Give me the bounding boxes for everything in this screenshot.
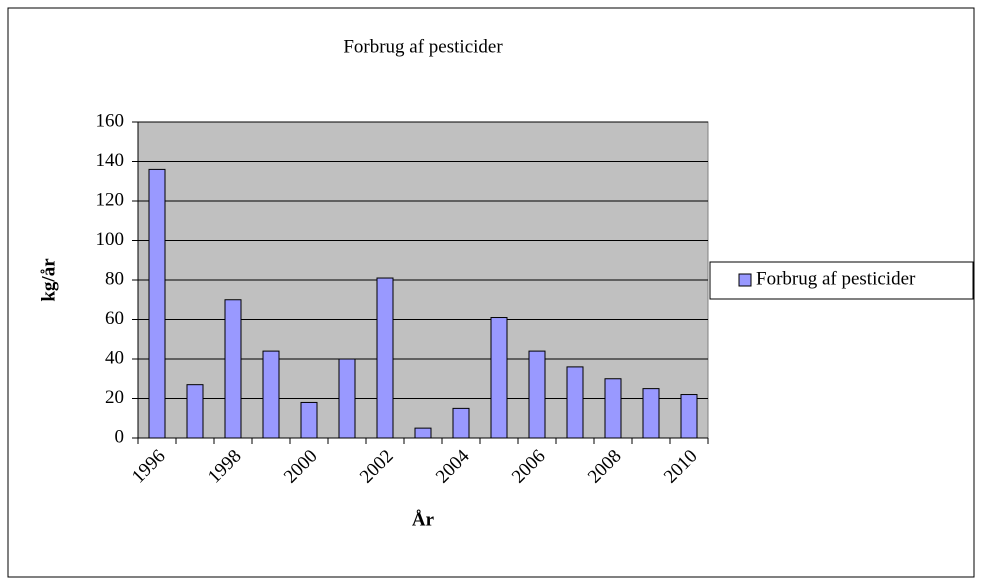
y-tick-label: 40 [105,347,124,368]
legend-swatch [738,273,752,287]
bar [642,388,660,439]
bar [490,317,508,439]
bar [528,350,546,439]
bar [224,299,242,439]
y-tick-label: 160 [96,110,125,131]
bar [148,168,166,439]
legend-box [709,261,974,300]
bar [604,378,622,439]
y-tick-label: 0 [115,426,125,447]
y-tick-label: 100 [96,229,125,250]
bar [262,350,280,439]
chart-title: Forbrug af pesticider [343,36,503,57]
bar [566,366,584,439]
bar [186,384,204,439]
y-tick-label: 120 [96,189,125,210]
y-tick-label: 80 [105,268,124,289]
y-tick-label: 140 [96,150,125,171]
bar [414,427,432,439]
bar [376,277,394,439]
bar [300,401,318,439]
y-axis-label: kg/år [38,258,59,302]
bar [338,358,356,439]
y-tick-label: 20 [105,387,124,408]
bar [680,394,698,439]
y-tick-label: 60 [105,308,124,329]
legend-label: Forbrug af pesticider [756,268,916,289]
x-axis-label: År [412,509,435,530]
bar [452,407,470,439]
